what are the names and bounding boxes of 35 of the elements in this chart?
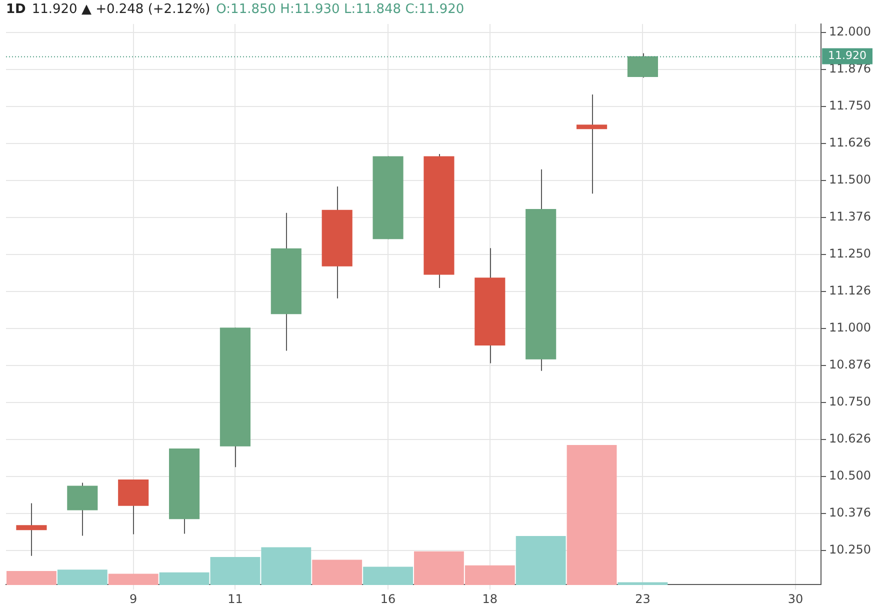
candlestick [576,94,608,194]
bar [516,536,566,585]
x-tick-label: 18 [482,592,498,606]
bar [618,582,668,585]
y-tick-label: 11.500 [829,172,872,187]
y-tick-label: 11.376 [829,209,872,224]
bar [312,559,362,585]
y-tick-label: 11.250 [829,246,872,261]
y-tick-label: 10.750 [829,394,872,409]
y-tick-label: 11.626 [829,135,872,150]
ref-line-label: 11.920 [828,49,867,62]
bar [363,566,413,585]
y-tick-label: 10.500 [829,468,872,483]
y-tick-label: 10.626 [829,431,872,446]
x-tick-label: 23 [635,592,650,606]
x-tick-label: 11 [228,592,243,606]
text: O:11.850 H:11.930 L:11.848 C:11.920 [216,2,464,17]
y-tick-label: 11.000 [829,320,872,335]
chart-subtitle: 11.920 ▲ +0.248 (+2.12%) [32,2,210,17]
bar [108,573,158,585]
chart-title: 1D [6,2,26,17]
candlestick [16,502,47,556]
y-tick-label: 11.876 [829,61,872,76]
y-tick-label: 10.250 [829,542,872,557]
bar [566,444,617,585]
y-tick-label: 11.750 [829,98,872,113]
y-tick-label: 10.876 [829,357,872,372]
bar [57,569,108,585]
bar [6,570,56,585]
x-tick-label: 16 [380,592,396,606]
x-tick-label: 9 [130,592,138,606]
x-tick-label: 30 [788,592,804,606]
y-tick-label: 11.126 [829,283,872,298]
y-tick-label: 12.000 [829,24,872,39]
y-tick-label: 10.376 [829,505,872,520]
